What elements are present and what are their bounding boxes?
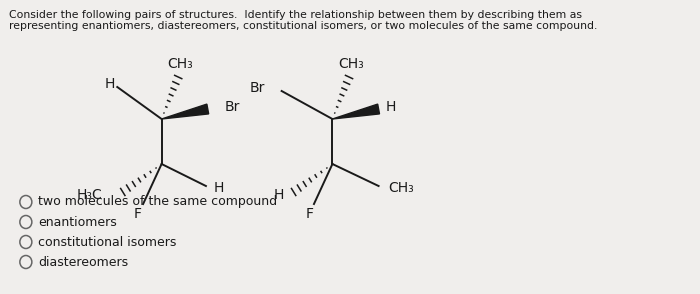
Text: enantiomers: enantiomers bbox=[38, 216, 117, 228]
Text: Br: Br bbox=[225, 100, 240, 114]
Polygon shape bbox=[332, 104, 379, 119]
Text: constitutional isomers: constitutional isomers bbox=[38, 235, 176, 248]
Text: CH₃: CH₃ bbox=[167, 57, 193, 71]
Text: H: H bbox=[105, 77, 115, 91]
Text: H: H bbox=[386, 100, 396, 114]
Text: Br: Br bbox=[250, 81, 265, 95]
Text: F: F bbox=[134, 207, 141, 221]
Polygon shape bbox=[162, 104, 209, 119]
Text: two molecules of the same compound: two molecules of the same compound bbox=[38, 196, 277, 208]
Text: F: F bbox=[305, 207, 314, 221]
Text: CH₃: CH₃ bbox=[338, 57, 364, 71]
Text: H₃C: H₃C bbox=[77, 188, 102, 202]
Text: H: H bbox=[274, 188, 284, 202]
Text: diastereomers: diastereomers bbox=[38, 255, 128, 268]
Text: H: H bbox=[214, 181, 224, 195]
Text: CH₃: CH₃ bbox=[388, 181, 414, 195]
Text: representing enantiomers, diastereomers, constitutional isomers, or two molecule: representing enantiomers, diastereomers,… bbox=[9, 21, 598, 31]
Text: Consider the following pairs of structures.  Identify the relationship between t: Consider the following pairs of structur… bbox=[9, 10, 582, 20]
